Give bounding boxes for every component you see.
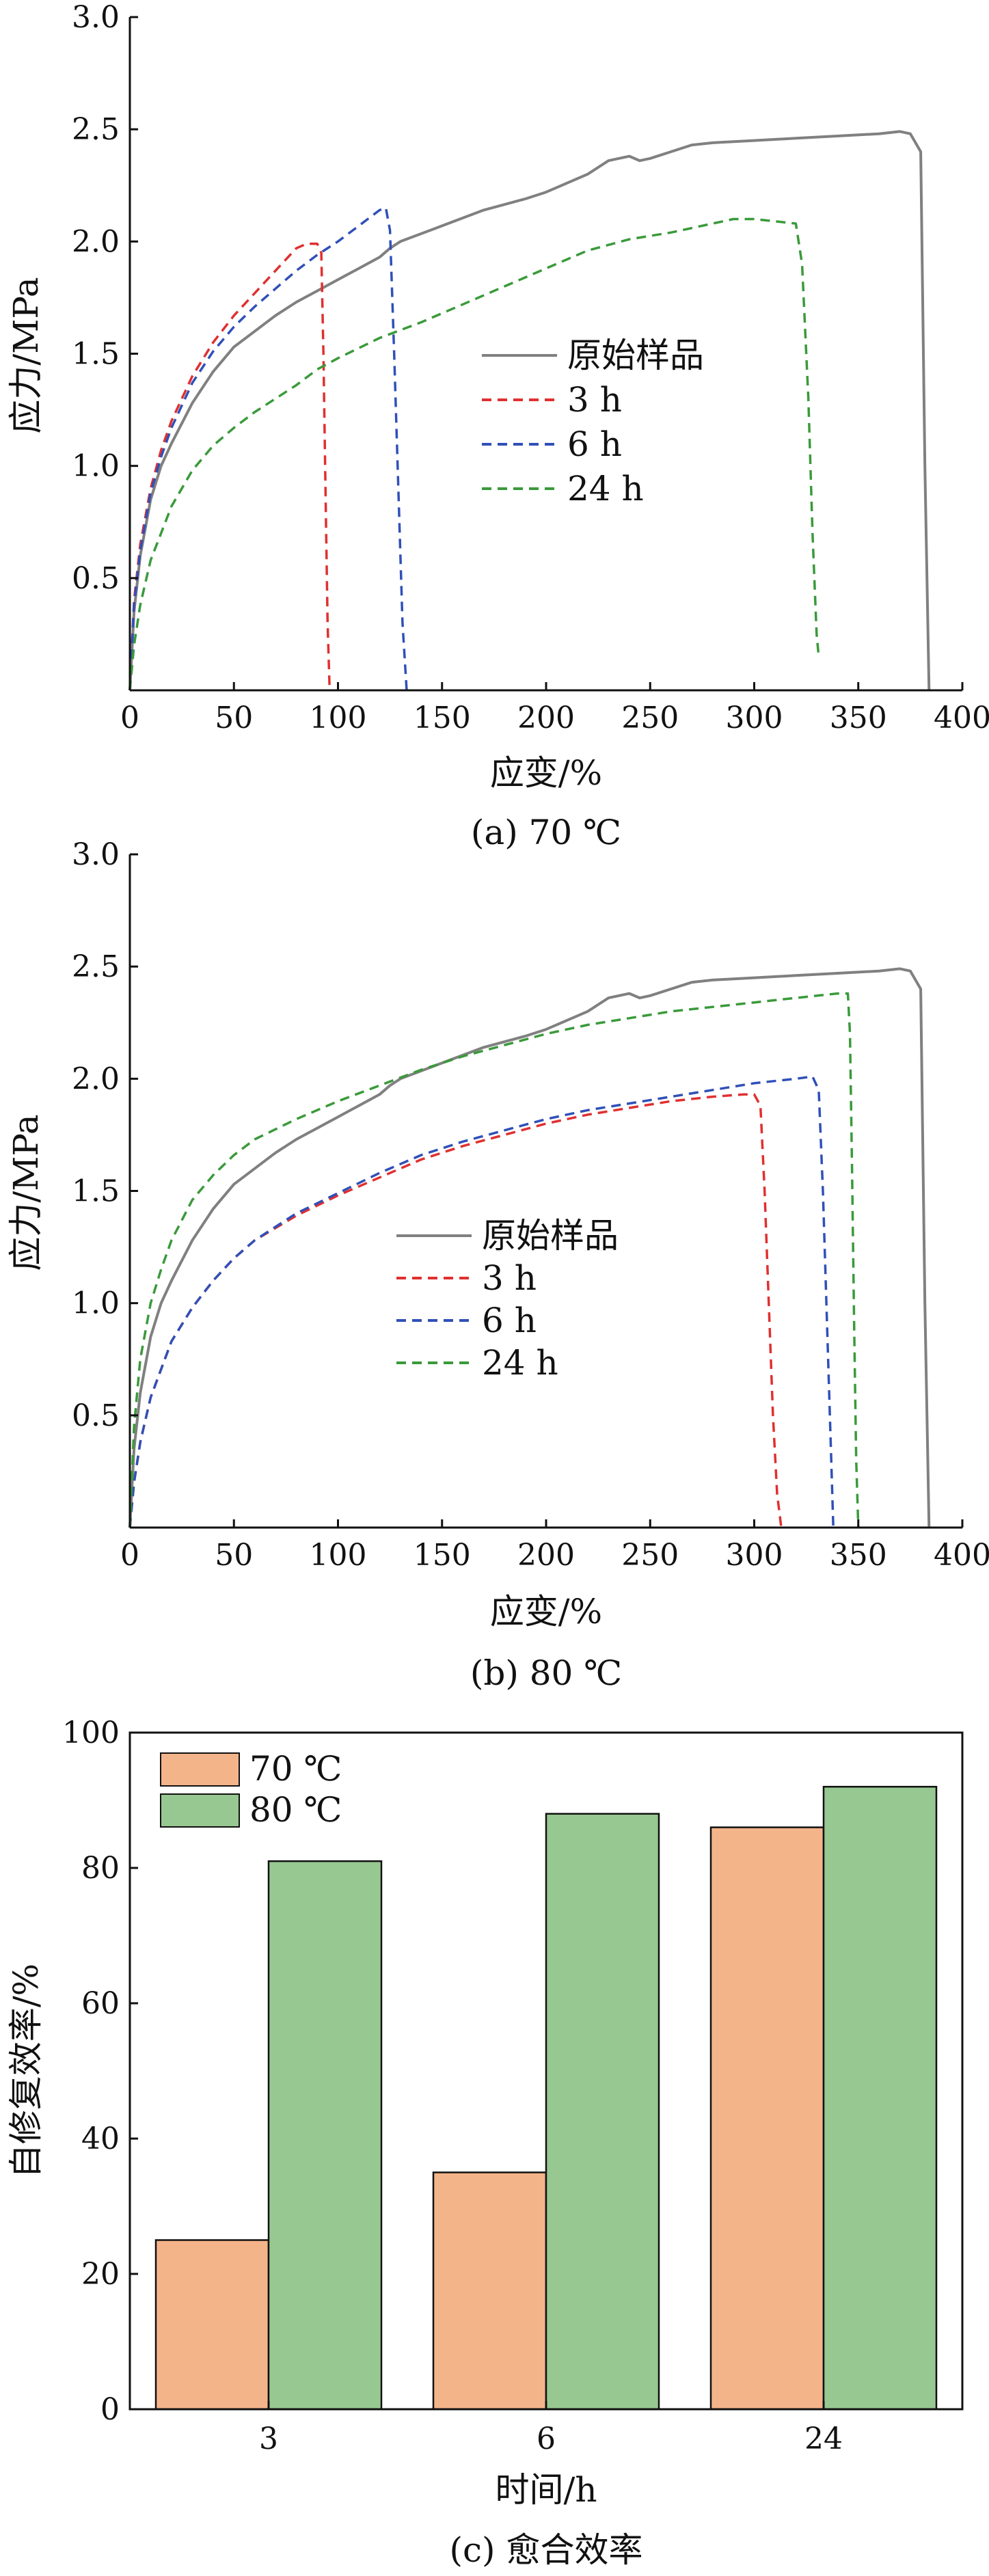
panel-b-legend-label-3h: 3 h: [482, 1258, 537, 1298]
panel-a-series-line-original: [128, 130, 931, 691]
panel-a-y-tick-label: 0.5: [72, 561, 120, 596]
panel-c-bar-3h-70c: [154, 2239, 270, 2411]
panel-c-legend-swatch-70c: [160, 1752, 240, 1787]
panel-a-legend: 原始样品 3 h 6 h 24 h: [482, 336, 704, 509]
panel-b-legend-label-6h: 6 h: [482, 1301, 537, 1340]
panel-b-x-tick-label: 150: [414, 1538, 471, 1573]
panel-a-legend-label-original: 原始样品: [567, 336, 704, 375]
panel-a-series-line-6h: [128, 206, 408, 691]
panel-b-y-tick-label: 1.0: [72, 1286, 120, 1321]
panel-c-y-tick-label: 0: [100, 2392, 120, 2427]
panel-c-y-tick-label: 100: [62, 1716, 120, 1750]
panel-a-y-tick-label: 2.0: [72, 224, 120, 259]
panel-b-y-tick-label: 0.5: [72, 1398, 120, 1433]
panel-c-x-tick-label: 6: [537, 2422, 556, 2456]
panel-c-y-ticks: 0 20 40 60 80 100: [62, 1716, 138, 2427]
panel-c-bar-3h-80c: [267, 1860, 383, 2411]
panel-c-x-tick-label: 24: [804, 2422, 843, 2456]
panel-a-y-tick-label: 2.5: [72, 112, 120, 147]
panel-b-x-tick-label: 250: [621, 1538, 679, 1573]
panel-b-x-tick-label: 200: [517, 1538, 575, 1573]
panel-b-x-tick-label: 300: [726, 1538, 783, 1573]
panel-b-x-tick-label: 100: [310, 1538, 367, 1573]
panel-a-legend-label-24h: 24 h: [567, 469, 644, 509]
panel-a-x-tick-label: 100: [310, 701, 367, 735]
panel-a-legend-label-3h: 3 h: [567, 380, 622, 420]
panel-a-y-label: 应力/MPa: [6, 277, 46, 433]
panel-b-x-tick-label: 350: [830, 1538, 887, 1573]
panel-c-y-tick-label: 60: [81, 1986, 120, 2021]
panel-b-y-label: 应力/MPa: [6, 1114, 46, 1271]
panel-c-x-label: 时间/h: [495, 2470, 597, 2510]
panel-b-y-tick-label: 2.5: [72, 949, 120, 984]
panel-c-y-tick-label: 80: [81, 1851, 120, 1886]
panel-b-caption: (b) 80 ℃: [470, 1653, 622, 1693]
panel-b-x-label: 应变/%: [490, 1592, 602, 1631]
panel-c-bar-6h-80c: [545, 1813, 660, 2411]
panel-a-caption: (a) 70 ℃: [471, 813, 621, 852]
panel-a-x-tick-label: 250: [621, 701, 679, 735]
panel-c-y-label: 自修复效率/%: [6, 1964, 46, 2178]
panel-c-legend-swatch-80c: [160, 1793, 240, 1828]
panel-b-x-tick-label: 50: [215, 1538, 253, 1573]
panel-b-series-line-3h: [128, 1093, 783, 1528]
panel-c-legend-label-70c: 70 ℃: [249, 1749, 342, 1789]
panel-b-x-tick-label: 400: [934, 1538, 989, 1573]
panel-b-legend: 原始样品 3 h 6 h 24 h: [396, 1216, 619, 1383]
panel-c-y-tick-label: 20: [81, 2257, 120, 2292]
panel-b-x-ticks: 0 50 100 150 200 250 300 350 400: [120, 1519, 989, 1573]
panel-c-bar-24h-70c: [709, 1826, 825, 2411]
panel-a-series-line-3h: [128, 242, 331, 691]
panel-b-curves: [128, 967, 931, 1528]
panel-a-x-tick-label: 200: [517, 701, 575, 735]
panel-b-y-tick-label: 1.5: [72, 1174, 120, 1209]
panel-c-bar-6h-70c: [432, 2171, 547, 2411]
panel-a-y-ticks: 0.5 1.0 1.5 2.0 2.5 3.0: [72, 0, 138, 596]
panel-b-y-ticks: 0.5 1.0 1.5 2.0 2.5 3.0: [72, 837, 138, 1433]
panel-a-curves: [128, 130, 931, 691]
panel-a-y-tick-label: 1.0: [72, 449, 120, 484]
panel-c-legend-label-80c: 80 ℃: [249, 1790, 342, 1830]
panel-b-stress-strain-80c: 0 50 100 150 200 250 300 350 400 0.5 1.0 1.5 2.0 2.5…: [6, 837, 989, 1693]
panel-a-x-ticks: 0 50 100 150 200 250 300 350 400: [120, 682, 989, 735]
panel-b-y-tick-label: 3.0: [72, 837, 120, 872]
panel-c-bar-24h-80c: [822, 1785, 938, 2411]
panel-b-legend-label-24h: 24 h: [482, 1343, 558, 1383]
panel-a-stress-strain-70c: 0 50 100 150 200 250 300 350 400 0.5 1.0 1.5 2.0 2.5…: [6, 0, 989, 852]
panel-c-legend: 70 ℃ 80 ℃: [160, 1749, 342, 1830]
panel-a-x-tick-label: 150: [414, 701, 471, 735]
panel-c-bars: [154, 1785, 938, 2411]
panel-a-y-tick-label: 3.0: [72, 0, 120, 35]
panel-a-x-tick-label: 0: [120, 701, 139, 735]
panel-a-y-tick-label: 1.5: [72, 337, 120, 372]
panel-c-caption: (c) 愈合效率: [450, 2530, 643, 2570]
panel-b-series-line-24h: [128, 992, 860, 1528]
panel-b-y-tick-label: 2.0: [72, 1061, 120, 1096]
panel-c-y-tick-label: 40: [81, 2121, 120, 2156]
panel-a-x-tick-label: 400: [934, 701, 989, 735]
panel-a-series-line-24h: [128, 217, 820, 691]
panel-b-x-tick-label: 0: [120, 1538, 139, 1573]
panel-c-x-tick-label: 3: [259, 2422, 278, 2456]
panel-a-x-tick-label: 350: [830, 701, 887, 735]
panel-a-legend-label-6h: 6 h: [567, 424, 622, 464]
panel-c-x-ticks: 3 6 24: [259, 2401, 843, 2456]
panel-c-healing-efficiency: 0 20 40 60 80 100 3 6 24 70 ℃ 80 ℃ 时间/h 自修复效率/%…: [6, 1716, 964, 2570]
panel-a-x-tick-label: 50: [215, 701, 253, 735]
panel-b-series-line-6h: [128, 1075, 835, 1528]
panel-a-x-label: 应变/%: [490, 753, 602, 793]
panel-a-x-tick-label: 300: [726, 701, 783, 735]
panel-b-legend-label-original: 原始样品: [482, 1216, 619, 1256]
panel-b-series-line-original: [128, 967, 931, 1528]
